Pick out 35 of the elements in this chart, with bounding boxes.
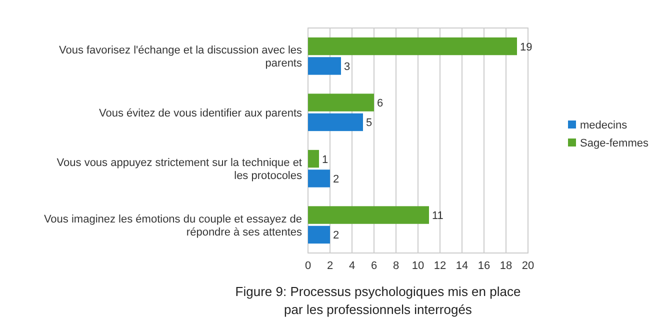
bar: [308, 150, 319, 168]
x-tick-label: 6: [370, 260, 378, 272]
bar: [308, 113, 363, 132]
bar: [308, 170, 330, 188]
bar: [308, 206, 429, 224]
x-tick-label: 14: [456, 260, 468, 272]
x-tick-label: 2: [326, 260, 334, 272]
x-tick-label: 8: [392, 260, 400, 272]
y-tick-label: Vous imaginez les émotions du couple et essayez de répondre à ses attentes: [44, 213, 302, 238]
x-tick-label: 10: [412, 260, 424, 272]
legend-label: medecins: [580, 120, 628, 132]
y-tick-label: Vous évitez de vous identifier aux parents: [98, 107, 302, 120]
data-label: 11: [432, 210, 444, 222]
x-tick-label: 20: [522, 260, 534, 272]
legend-label: Sage-femmes: [580, 138, 649, 150]
bar: [308, 37, 517, 56]
bar: [308, 57, 341, 75]
x-tick-label: 0: [304, 260, 312, 272]
bar: [308, 226, 330, 244]
text: Figure 9: Processus psychologiques mis en place: [235, 284, 521, 299]
data-label: 2: [333, 173, 340, 186]
data-label: 6: [377, 98, 384, 110]
x-tick-label: 16: [478, 260, 490, 272]
bar: [308, 94, 374, 112]
data-label: 3: [344, 60, 350, 73]
text: par les professionnels interrogés: [284, 302, 472, 317]
x-tick-label: 18: [500, 260, 512, 272]
y-tick-label: Vous favorisez l'échange et la discussion avec les parents: [58, 44, 302, 70]
data-label: 5: [366, 117, 372, 130]
data-label: 1: [322, 154, 328, 166]
data-label: 19: [520, 41, 532, 54]
data-label: 2: [333, 230, 340, 242]
x-tick-label: 4: [348, 260, 356, 272]
x-tick-label: 12: [434, 260, 446, 272]
y-tick-label: Vous vous appuyez strictement sur la technique et les protocoles: [56, 157, 302, 182]
